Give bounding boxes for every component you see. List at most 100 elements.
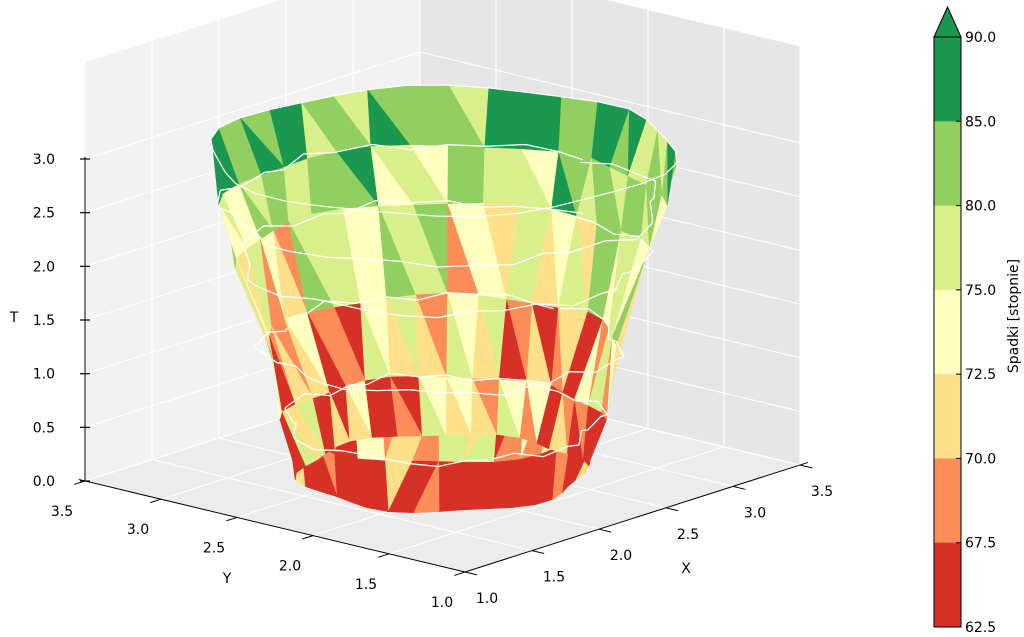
x-tick xyxy=(732,485,746,490)
surface-facet xyxy=(334,453,352,503)
z-tick-label: 3.0 xyxy=(33,152,55,168)
contour-line xyxy=(254,292,625,397)
x-tick-label: 3.0 xyxy=(744,505,766,521)
y-tick-label: 2.5 xyxy=(203,540,225,556)
contour-line xyxy=(216,143,657,268)
colorbar: 90.0 85.0 80.0 75.0 72.5 70.0 67.5 62.5 xyxy=(933,5,996,636)
colorbar-segment xyxy=(934,289,961,375)
surface-facet xyxy=(360,302,391,381)
x-tick-label: 2.0 xyxy=(610,548,632,564)
surface-facet xyxy=(412,204,448,295)
surface-facet xyxy=(301,101,337,159)
surface-facet xyxy=(342,208,387,304)
y-tick xyxy=(302,535,314,540)
y-tick xyxy=(454,571,466,576)
surface-facet xyxy=(222,193,261,249)
x-axis-line xyxy=(464,461,809,573)
z-tick-label: 0.5 xyxy=(33,420,55,436)
colorbar-tick-label: 72.5 xyxy=(965,367,996,383)
y-tick xyxy=(150,498,162,504)
x-tick-label: 3.5 xyxy=(811,484,833,500)
z-axis-label: T xyxy=(9,310,19,326)
z-tick-label: 1.5 xyxy=(33,313,55,329)
surface-facet xyxy=(260,239,285,327)
y-tick-label: 2.0 xyxy=(279,559,301,575)
surface-facet xyxy=(288,221,335,313)
x-tick xyxy=(464,571,478,576)
surface-facet xyxy=(345,386,373,442)
axis-lines xyxy=(74,156,813,576)
colorbar-segment xyxy=(934,37,961,122)
x-tick xyxy=(665,507,679,512)
colorbar-segment xyxy=(934,121,961,207)
surface-facet xyxy=(350,458,368,509)
contour-lines xyxy=(210,84,678,468)
surface-facet xyxy=(329,392,351,448)
surface-facet xyxy=(333,307,366,387)
colorbar-tick-label: 90.0 xyxy=(965,30,996,46)
z-tick-label: 2.5 xyxy=(33,206,55,222)
surface-facet xyxy=(279,418,307,474)
surface-facet xyxy=(389,376,423,437)
x-tick xyxy=(531,550,545,554)
surface-facet xyxy=(218,127,262,184)
colorbar-segment xyxy=(934,458,961,544)
y-axis-line xyxy=(78,479,466,573)
y-axis-label: Y xyxy=(222,571,232,587)
surface-facet xyxy=(418,375,447,437)
colorbar-tick-label: 85.0 xyxy=(965,114,996,130)
surface-facet xyxy=(294,403,326,461)
colorbar-tick-label: 75.0 xyxy=(965,283,996,299)
colorbar-tick-label: 80.0 xyxy=(965,199,996,215)
surface-facet xyxy=(387,460,414,514)
x-tick-label: 1.0 xyxy=(476,591,498,607)
gridline-z xyxy=(84,51,801,160)
colorbar-tick-label: 70.0 xyxy=(965,451,996,467)
contour-line xyxy=(242,199,654,319)
surface-facet xyxy=(307,157,344,214)
y-tick-label: 1.5 xyxy=(355,577,377,593)
surface-facet xyxy=(218,204,248,259)
z-tick-label: 0.0 xyxy=(33,474,55,490)
x-tick-label: 1.5 xyxy=(543,570,565,586)
surface-facet xyxy=(409,143,448,206)
tick-labels: 1.0 1.5 2.0 2.5 3.0 3.5 1.0 1.5 2.0 2.5 3.0 3.5 0.0 0… xyxy=(33,152,833,611)
surface-facet xyxy=(364,380,399,438)
surface-facet xyxy=(378,205,416,299)
surface-facet xyxy=(306,311,347,393)
surface-facet xyxy=(366,460,389,513)
y-tick xyxy=(226,516,238,522)
y-tick xyxy=(378,553,390,558)
z-tick-label: 1.0 xyxy=(33,367,55,383)
x-tick xyxy=(598,528,612,533)
surface-facet xyxy=(406,84,449,146)
x-axis-label: X xyxy=(681,561,691,577)
surface-facet xyxy=(413,460,440,514)
colorbar-extend-arrow xyxy=(933,5,962,38)
surface-facet xyxy=(269,109,308,168)
surface-facet xyxy=(283,166,313,222)
x-tick xyxy=(799,464,813,469)
rim-line xyxy=(210,84,678,218)
colorbar-label: Spadki [stopnie] xyxy=(1006,259,1022,373)
colorbar-segment xyxy=(934,374,961,459)
y-tick-label: 3.0 xyxy=(127,522,149,538)
surface-3d xyxy=(210,84,678,514)
surface-facet xyxy=(386,298,419,377)
x-tick-label: 2.5 xyxy=(677,527,699,543)
colorbar-frame xyxy=(933,36,962,628)
surface-facet xyxy=(370,145,414,207)
surface-facet xyxy=(367,88,411,147)
surface-facet xyxy=(281,411,318,467)
contour-line xyxy=(284,372,609,468)
colorbar-segment xyxy=(934,542,961,628)
colorbar-segment xyxy=(934,205,961,291)
z-tick-label: 2.0 xyxy=(33,259,55,275)
colorbar-tick-label: 67.5 xyxy=(965,536,996,552)
y-tick-label: 3.5 xyxy=(51,504,73,520)
surface-facet xyxy=(319,447,338,498)
y-tick-label: 1.0 xyxy=(431,595,453,611)
surface-facet xyxy=(268,335,296,412)
